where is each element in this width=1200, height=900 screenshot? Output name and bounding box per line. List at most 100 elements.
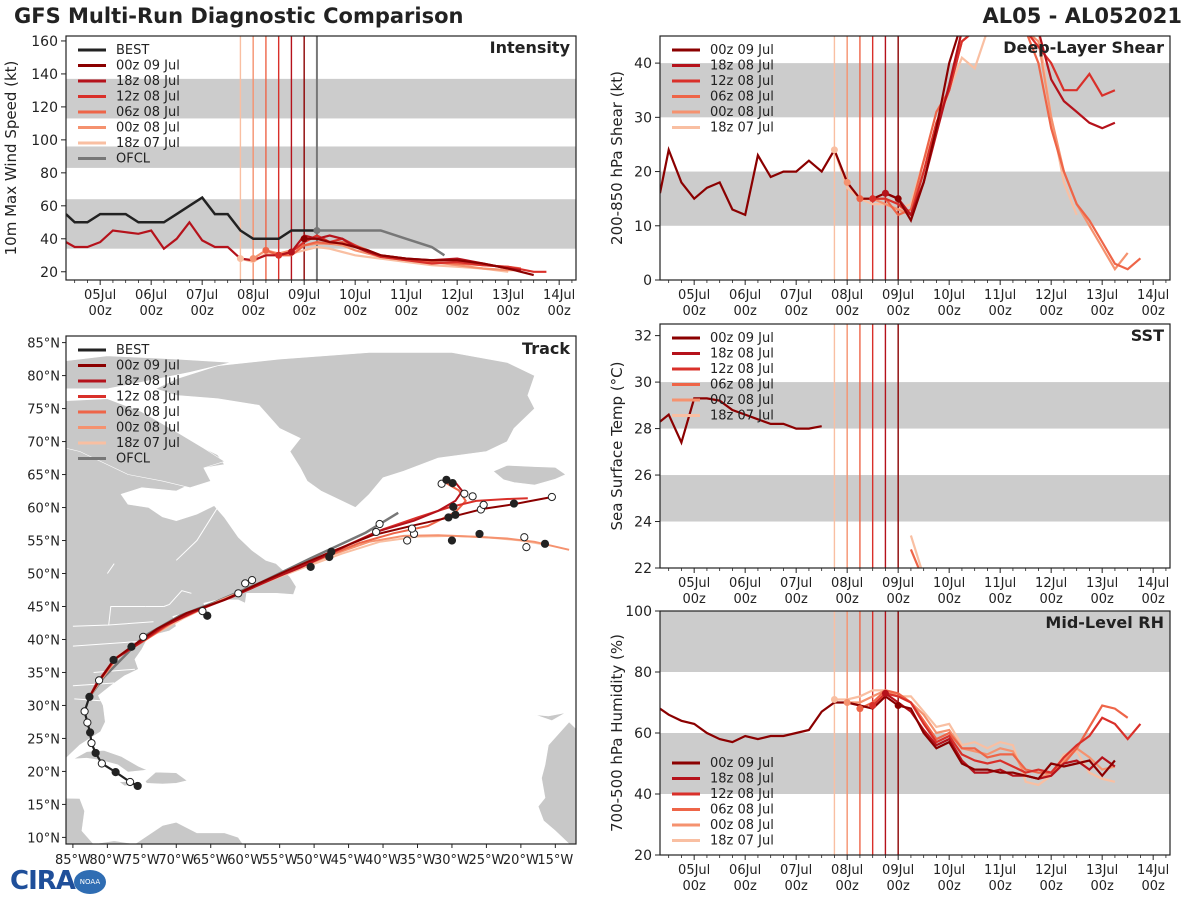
track-forecast-marker — [460, 489, 469, 498]
track-lat-label: 15°N — [27, 798, 60, 813]
track-best-marker — [87, 738, 96, 748]
intensity-legend-label: 18z 07 Jul — [116, 136, 180, 151]
track-lon-label: 50°W — [296, 853, 332, 868]
shear-legend-label: 18z 07 Jul — [710, 121, 774, 136]
track-forecast-marker — [139, 632, 148, 641]
track-forecast-marker — [306, 562, 315, 572]
sst-x-tick-label: 13Jul — [1086, 576, 1118, 591]
intensity-x-tick-label: 00z — [394, 304, 418, 319]
intensity-plot-area — [66, 36, 576, 280]
sst-x-tick-label: 00z — [886, 592, 910, 607]
shear-x-tick-label: 12Jul — [1035, 288, 1067, 303]
intensity-y-tick-label: 20 — [40, 265, 58, 281]
track-legend-label: 00z 08 Jul — [116, 421, 180, 436]
shear-legend-run: 12z 08 Jul — [672, 74, 774, 89]
rh-legend-label: 00z 08 Jul — [710, 818, 774, 833]
track-lon-label: 80°W — [89, 853, 125, 868]
sst-legend-run: 18z 07 Jul — [672, 409, 774, 424]
shear-x-tick-label: 00z — [1141, 304, 1165, 319]
track-lat-label: 80°N — [27, 370, 60, 385]
intensity-legend-run: 06z 08 Jul — [78, 105, 180, 120]
sst-shade-band — [660, 475, 1170, 522]
track-best-marker — [86, 728, 95, 737]
rh-legend-run: 12z 08 Jul — [672, 787, 774, 802]
shear-x-tick-label: 06Jul — [729, 288, 761, 303]
intensity-x-tick-label: 08Jul — [237, 288, 269, 303]
shear-y-tick-label: 30 — [634, 110, 652, 126]
track-forecast-marker — [372, 527, 381, 537]
rh-y-tick-label: 20 — [634, 848, 652, 864]
intensity-x-tick-label: 00z — [292, 304, 316, 319]
track-forecast-marker — [522, 543, 531, 552]
shear-shade-band — [660, 63, 1170, 118]
track-lat-label: 35°N — [27, 666, 60, 681]
shear-y-tick-label: 20 — [634, 165, 652, 181]
intensity-x-tick-label: 00z — [343, 304, 367, 319]
sst-legend-run: 06z 08 Jul — [672, 378, 774, 393]
intensity-x-tick-label: 00z — [241, 304, 265, 319]
track-lat-label: 25°N — [27, 732, 60, 747]
rh-x-tick-label: 07Jul — [780, 863, 812, 878]
shear-run-line — [846, 36, 1129, 272]
sst-legend-run: 00z 09 Jul — [672, 331, 774, 346]
intensity-frame — [65, 35, 577, 281]
sst-legend-label: 00z 08 Jul — [710, 393, 774, 408]
intensity-y-tick-label: 40 — [40, 232, 58, 248]
rh-x-tick-label: 00z — [784, 879, 808, 894]
track-forecast-marker — [127, 642, 136, 651]
rh-run-line — [859, 689, 1129, 774]
sst-x-tick-label: 00z — [733, 592, 757, 607]
shear-init-marker — [894, 195, 902, 203]
intensity-shade-band — [66, 78, 576, 119]
rh-init-marker — [869, 702, 877, 710]
shear-frame — [659, 35, 1171, 281]
track-lat-label: 60°N — [27, 502, 60, 517]
border-line — [72, 641, 139, 647]
shear-init-marker — [843, 178, 851, 186]
shear-x-tick-label: 00z — [988, 304, 1012, 319]
shear-legend-run: 06z 08 Jul — [672, 90, 774, 105]
rh-x-tick-label: 00z — [937, 879, 961, 894]
border-line — [163, 590, 192, 607]
track-legend-item: BEST — [78, 343, 149, 358]
sst-x-tick-label: 00z — [1039, 592, 1063, 607]
track-legend-item: 18z 07 Jul — [78, 436, 180, 451]
track-lat-label: 20°N — [27, 765, 60, 780]
rh-plot-area — [660, 611, 1170, 855]
intensity-panel: 2040608010012014016005Jul00z06Jul00z07Ju… — [2, 34, 577, 319]
track-lon-label: 70°W — [158, 853, 194, 868]
shear-init-marker — [856, 195, 864, 203]
track-forecast-marker — [547, 492, 556, 502]
rh-x-tick-label: 00z — [835, 879, 859, 894]
intensity-x-tick-label: 00z — [445, 304, 469, 319]
rh-legend-label: 18z 08 Jul — [710, 772, 774, 787]
track-forecast-marker — [468, 492, 477, 501]
track-forecast-marker — [234, 589, 243, 598]
track-forecast-marker — [520, 533, 529, 542]
cira-logo: CIRA NOAA — [4, 866, 108, 898]
track-forecast-marker — [447, 536, 457, 545]
rh-x-tick-label: 00z — [886, 879, 910, 894]
track-legend-label: OFCL — [116, 452, 151, 467]
shear-legend-run: 00z 08 Jul — [672, 105, 774, 120]
sst-x-tick-label: 12Jul — [1035, 576, 1067, 591]
intensity-legend-label: 00z 08 Jul — [116, 121, 180, 136]
intensity-y-axis-label: 10m Max Wind Speed (kt) — [2, 61, 20, 256]
track-forecast-marker — [448, 479, 457, 488]
rh-x-tick-label: 13Jul — [1086, 863, 1118, 878]
shear-x-tick-label: 00z — [733, 304, 757, 319]
figure-title: GFS Multi-Run Diagnostic Comparison — [14, 4, 464, 28]
sst-x-tick-label: 07Jul — [780, 576, 812, 591]
sst-x-tick-label: 00z — [988, 592, 1012, 607]
shear-x-tick-label: 14Jul — [1137, 288, 1169, 303]
track-lat-label: 65°N — [27, 469, 60, 484]
shear-legend-label: 18z 08 Jul — [710, 59, 774, 74]
sst-frame — [659, 323, 1171, 569]
intensity-legend-run: 00z 08 Jul — [78, 121, 180, 136]
intensity-shade-band — [66, 146, 576, 168]
sst-y-tick-label: 26 — [634, 468, 652, 484]
intensity-legend-ofcl: OFCL — [78, 152, 151, 167]
